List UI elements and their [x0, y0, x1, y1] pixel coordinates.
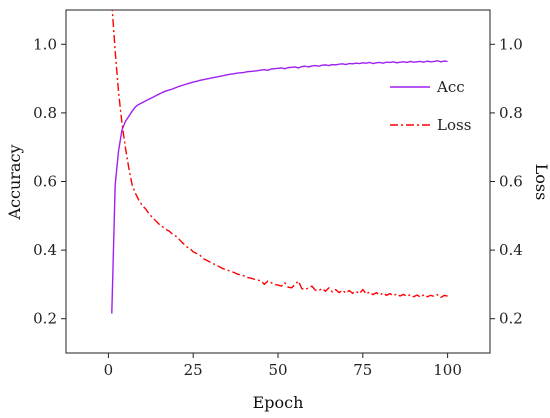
left-y-tick-label: 0.6: [33, 173, 57, 191]
right-y-tick-label: 0.6: [499, 173, 523, 191]
right-y-tick-label: 0.2: [499, 310, 523, 328]
x-tick-label: 25: [184, 361, 203, 379]
series-line-acc: [111, 60, 448, 314]
left-y-axis-ticks: 0.2 0.4 0.6 0.8 1.0: [33, 35, 66, 328]
series-line-loss: [111, 10, 448, 299]
x-tick-label: 75: [353, 361, 372, 379]
left-y-tick-label: 0.4: [33, 241, 57, 259]
x-tick-label: 100: [433, 361, 462, 379]
left-y-axis-title: Accuracy: [5, 145, 24, 221]
left-y-tick-label: 1.0: [33, 35, 57, 53]
x-tick-label: 50: [268, 361, 287, 379]
x-tick-label: 0: [104, 361, 114, 379]
x-axis-ticks: 0 25 50 75 100: [104, 353, 462, 379]
series-layer: [111, 10, 448, 314]
left-y-tick-label: 0.8: [33, 104, 57, 122]
right-y-tick-label: 1.0: [499, 35, 523, 53]
right-y-tick-label: 0.8: [499, 104, 523, 122]
right-y-axis-title: Loss: [532, 164, 550, 201]
legend-loss-label: Loss: [437, 116, 471, 134]
legend-acc-label: Acc: [436, 78, 465, 96]
right-y-tick-label: 0.4: [499, 241, 523, 259]
right-y-axis-ticks: 0.2 0.4 0.6 0.8 1.0: [490, 35, 523, 328]
legend: Acc Loss: [390, 78, 471, 134]
x-axis-title: Epoch: [253, 393, 304, 412]
left-y-tick-label: 0.2: [33, 310, 57, 328]
